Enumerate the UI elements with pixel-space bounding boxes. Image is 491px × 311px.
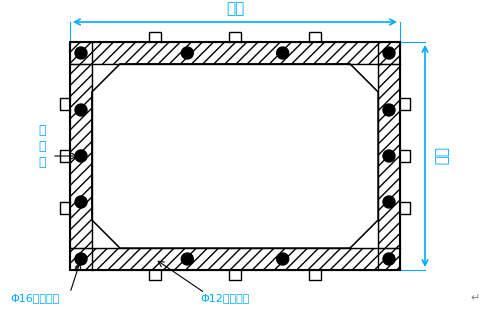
- Bar: [70, 42, 400, 270]
- Circle shape: [276, 47, 289, 59]
- Polygon shape: [92, 64, 378, 248]
- Circle shape: [276, 253, 289, 265]
- Circle shape: [181, 253, 193, 265]
- Circle shape: [383, 47, 395, 59]
- Polygon shape: [92, 64, 378, 248]
- Circle shape: [75, 253, 87, 265]
- Bar: [70, 64, 92, 248]
- Circle shape: [181, 47, 193, 59]
- Circle shape: [75, 196, 87, 208]
- Circle shape: [75, 150, 87, 162]
- Bar: [70, 42, 400, 64]
- Bar: [70, 248, 400, 270]
- Text: 柱
锂
筋: 柱 锂 筋: [38, 123, 46, 169]
- Text: Φ16锂筋制作: Φ16锂筋制作: [10, 293, 59, 303]
- Text: Φ12锂筋制作: Φ12锂筋制作: [200, 293, 249, 303]
- Text: 柱宽: 柱宽: [433, 147, 448, 165]
- Circle shape: [383, 150, 395, 162]
- Circle shape: [383, 104, 395, 116]
- Circle shape: [75, 47, 87, 59]
- Circle shape: [75, 104, 87, 116]
- Circle shape: [383, 196, 395, 208]
- Bar: [378, 64, 400, 248]
- Circle shape: [383, 253, 395, 265]
- Text: ↵: ↵: [471, 293, 480, 303]
- Text: 柱宽: 柱宽: [226, 1, 244, 16]
- Bar: [92, 64, 378, 248]
